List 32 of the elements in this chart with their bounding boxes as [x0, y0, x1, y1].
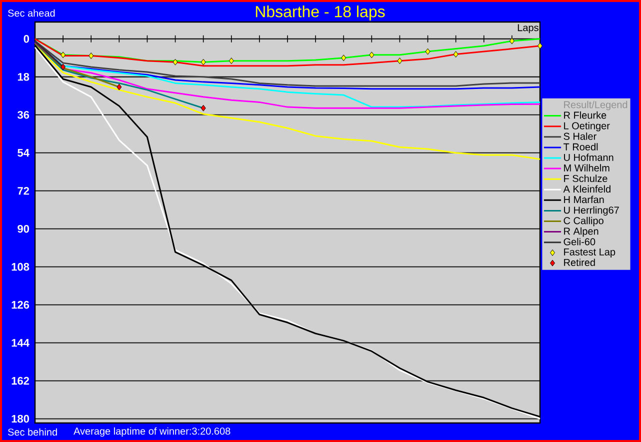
legend-label: Retired [564, 258, 595, 266]
legend-label: R Fleurke [564, 111, 606, 119]
legend-label: U Herrling67 [564, 206, 619, 216]
y-tick-label: 144 [12, 339, 30, 347]
y-tick-label: 18 [18, 72, 30, 81]
legend-label: F Schulze [564, 174, 608, 182]
legend-label: L Oetinger [564, 122, 610, 132]
y-tick-label: 162 [12, 376, 30, 385]
legend-title: Result/Legend [564, 100, 628, 110]
legend-label: S Haler [564, 132, 596, 140]
legend-label: Fastest Lap [564, 248, 616, 258]
y-tick-label: 108 [12, 262, 30, 271]
text: Average laptime of winner:3:20.608 [74, 427, 230, 437]
y-tick-label: 0 [24, 35, 30, 43]
legend-label: A Kleinfeld [563, 185, 610, 193]
legend-label: U Hofmann [564, 154, 614, 161]
chart-title: Nbsarthe - 18 laps [256, 6, 385, 20]
y-tick-label: 36 [17, 110, 30, 119]
y-tick-label: 180 [12, 414, 30, 423]
x-axis-title: Laps [518, 24, 538, 34]
y-axis-title: Sec ahead [8, 9, 55, 17]
legend-label: H Marfan [564, 196, 604, 204]
text: Sec behind [8, 428, 57, 436]
legend-label: M Wilhelm [564, 164, 610, 172]
y-tick-label: 54 [18, 149, 30, 157]
y-tick-label: 126 [12, 300, 30, 309]
legend-label: C Callipo [564, 216, 604, 226]
legend-label: T Roedl [564, 143, 598, 150]
legend-label: Geli-60 [564, 238, 596, 246]
y-tick-label: 90 [18, 224, 30, 233]
legend-label: R Alpen [564, 227, 598, 237]
y-tick-label: 72 [18, 187, 30, 195]
